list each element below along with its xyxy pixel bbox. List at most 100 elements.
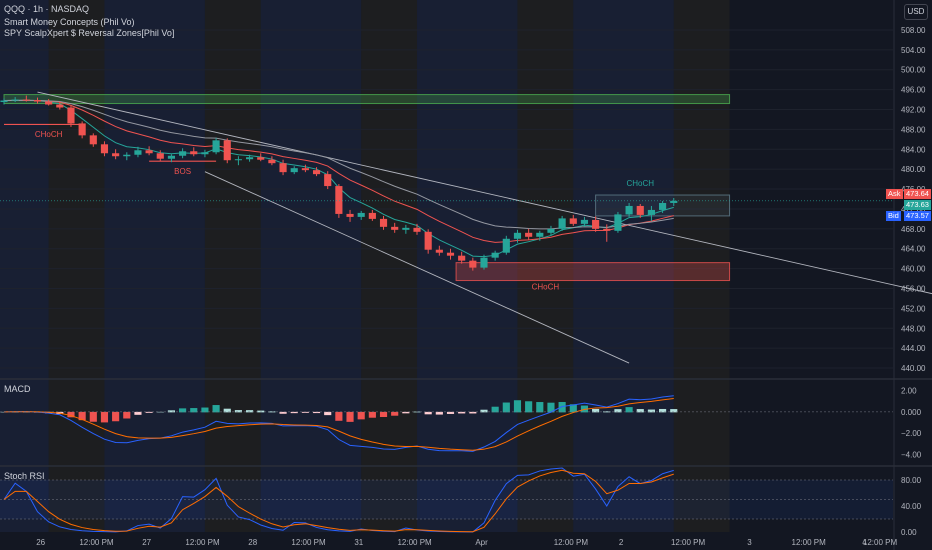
candle-body (112, 153, 120, 157)
candle-body (513, 232, 522, 239)
macd-histogram-bar (179, 408, 187, 413)
candle (335, 184, 343, 218)
x-tick-label: Apr (475, 538, 488, 547)
candle-body (123, 154, 131, 157)
last-price-tag: 473.63 (904, 200, 931, 210)
candle-body (190, 151, 198, 155)
candle (324, 171, 332, 190)
candle-body (179, 151, 187, 156)
candle (391, 222, 399, 233)
macd-histogram-bar (134, 411, 142, 415)
candle-body (659, 202, 667, 210)
candle-body (89, 135, 97, 145)
candle-body (547, 228, 555, 233)
candle (402, 224, 410, 234)
candle (156, 150, 164, 162)
candle-body (335, 186, 343, 214)
macd-histogram-bar (89, 411, 97, 422)
macd-histogram-bar (424, 411, 432, 415)
bid-price-tag: 473.57 (904, 211, 931, 221)
candle-body (134, 150, 142, 155)
smc-label: CHoCH (532, 282, 560, 291)
macd-histogram-bar (547, 402, 555, 413)
indicator-smc[interactable]: Smart Money Concepts (Phil Vo) (4, 17, 135, 27)
candle (502, 235, 510, 255)
macd-y-tick: −4.00 (901, 450, 922, 459)
x-tick-label: 12:00 PM (397, 538, 432, 547)
candle (558, 215, 566, 231)
candle-body (435, 249, 443, 253)
stoch-y-tick: 0.00 (901, 528, 917, 537)
candle-body (670, 200, 678, 203)
y-tick-label: 492.00 (901, 106, 926, 115)
macd-histogram-bar (402, 411, 410, 414)
macd-histogram-bar (312, 411, 321, 414)
candle (89, 133, 97, 147)
candle (33, 97, 42, 104)
candle (112, 149, 120, 160)
macd-histogram-bar (446, 411, 455, 414)
candle (45, 99, 53, 106)
candle-body (246, 157, 254, 160)
candle-body (234, 159, 242, 161)
candle-body (402, 227, 410, 230)
indicator-reversal-zones[interactable]: SPY ScalpXpert $ Reversal Zones[Phil Vo] (4, 28, 175, 38)
y-tick-label: 444.00 (901, 344, 926, 353)
candle (179, 148, 187, 159)
symbol-title: QQQ · 1h · NASDAQ (4, 4, 90, 14)
macd-histogram-bar (368, 411, 376, 418)
macd-y-tick: 0.000 (901, 408, 922, 417)
candle (357, 210, 365, 220)
candle-body (257, 157, 265, 160)
candle-body (45, 101, 53, 105)
macd-histogram-bar (100, 411, 109, 423)
candle (368, 209, 376, 221)
candle-body (413, 227, 421, 232)
macd-histogram-bar (212, 405, 220, 413)
candle-body (580, 219, 589, 224)
candle-body (78, 123, 86, 136)
session-band (260, 0, 362, 532)
x-tick-label: 12:00 PM (554, 538, 589, 547)
candle (379, 215, 388, 230)
candle-body (469, 260, 477, 268)
candle-body (301, 168, 309, 171)
candle (290, 166, 298, 175)
candle (56, 101, 64, 110)
session-band (0, 0, 49, 532)
candle-body (480, 257, 488, 268)
session-band (417, 0, 518, 532)
macd-histogram-bar (290, 411, 298, 414)
macd-histogram-bar (268, 411, 276, 413)
candle-body (145, 150, 153, 154)
currency-button[interactable]: USD (904, 4, 928, 20)
candle (100, 141, 109, 157)
macd-histogram-bar (167, 410, 176, 413)
candle-body (368, 212, 376, 219)
candle (22, 95, 30, 102)
candle (636, 203, 644, 218)
x-tick-label: 3 (747, 538, 752, 547)
macd-histogram-bar (234, 410, 242, 413)
candle-body (614, 214, 622, 231)
smc-label: CHoCH (35, 130, 63, 139)
macd-histogram-bar (257, 410, 265, 413)
macd-histogram-bar (625, 407, 633, 413)
macd-histogram-bar (647, 409, 655, 413)
macd-histogram-bar (525, 401, 533, 413)
candle (0, 98, 8, 105)
y-tick-label: 456.00 (901, 285, 926, 294)
candle-body (446, 252, 455, 256)
session-band (104, 0, 205, 532)
macd-histogram-bar (659, 408, 667, 413)
candle-body (636, 205, 644, 215)
candle-body (279, 163, 287, 173)
candle (134, 146, 142, 158)
candle (234, 156, 242, 166)
candle-body (647, 209, 655, 215)
macd-histogram-bar (480, 409, 488, 413)
macd-histogram-bar (112, 411, 120, 422)
macd-histogram-bar (123, 411, 131, 419)
candle (670, 198, 678, 206)
